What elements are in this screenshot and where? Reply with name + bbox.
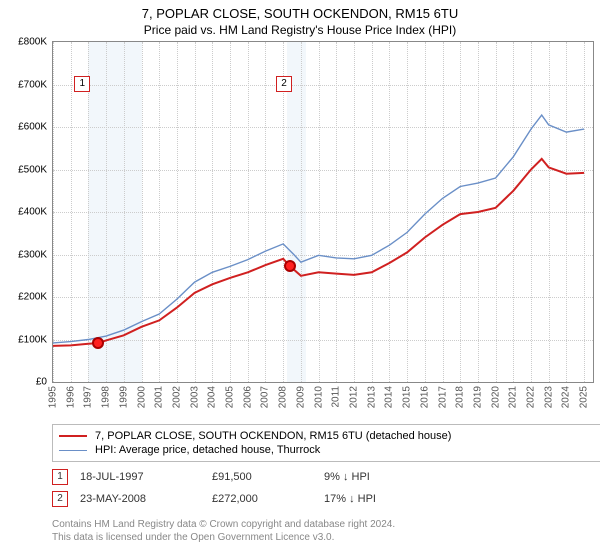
marker-date: 23-MAY-2008 bbox=[80, 493, 200, 505]
x-axis-label: 1997 bbox=[83, 386, 94, 408]
x-axis-label: 2023 bbox=[543, 386, 554, 408]
x-axis-label: 2001 bbox=[154, 386, 165, 408]
x-axis-label: 1995 bbox=[48, 386, 59, 408]
x-axis-label: 2012 bbox=[348, 386, 359, 408]
marker-delta: 17% ↓ HPI bbox=[324, 493, 444, 505]
x-axis-label: 2017 bbox=[437, 386, 448, 408]
y-axis-label: £500K bbox=[18, 164, 47, 175]
marker-dot bbox=[92, 337, 104, 349]
marker-date: 18-JUL-1997 bbox=[80, 471, 200, 483]
legend-swatch bbox=[59, 450, 87, 451]
marker-price: £91,500 bbox=[212, 471, 312, 483]
footer-line-2: This data is licensed under the Open Gov… bbox=[52, 531, 588, 544]
marker-dot bbox=[284, 260, 296, 272]
x-axis-label: 2024 bbox=[561, 386, 572, 408]
x-axis-label: 2002 bbox=[171, 386, 182, 408]
legend-label: 7, POPLAR CLOSE, SOUTH OCKENDON, RM15 6T… bbox=[95, 430, 451, 442]
x-axis-label: 2007 bbox=[260, 386, 271, 408]
x-axis-label: 2006 bbox=[242, 386, 253, 408]
marker-price: £272,000 bbox=[212, 493, 312, 505]
legend-swatch bbox=[59, 435, 87, 437]
marker-table-row: 1 18-JUL-1997 £91,500 9% ↓ HPI bbox=[52, 466, 588, 488]
chart-footer: Contains HM Land Registry data © Crown c… bbox=[52, 518, 588, 544]
x-axis-label: 2005 bbox=[225, 386, 236, 408]
x-axis-label: 1998 bbox=[101, 386, 112, 408]
chart-plot-area: 1995199619971998199920002001200220032004… bbox=[52, 41, 594, 383]
marker-delta: 9% ↓ HPI bbox=[324, 471, 444, 483]
marker-badge: 1 bbox=[74, 76, 90, 92]
chart-legend: 7, POPLAR CLOSE, SOUTH OCKENDON, RM15 6T… bbox=[52, 424, 600, 462]
x-axis-label: 2021 bbox=[508, 386, 519, 408]
x-axis-label: 2019 bbox=[472, 386, 483, 408]
x-axis-label: 2015 bbox=[402, 386, 413, 408]
y-axis-label: £700K bbox=[18, 79, 47, 90]
y-axis-label: £800K bbox=[18, 37, 47, 48]
y-axis-label: £400K bbox=[18, 207, 47, 218]
x-axis-label: 2008 bbox=[278, 386, 289, 408]
x-axis-label: 2022 bbox=[526, 386, 537, 408]
x-axis-label: 2014 bbox=[384, 386, 395, 408]
chart-subtitle: Price paid vs. HM Land Registry's House … bbox=[0, 21, 600, 41]
marker-badge: 2 bbox=[276, 76, 292, 92]
marker-table-row: 2 23-MAY-2008 £272,000 17% ↓ HPI bbox=[52, 488, 588, 510]
x-axis-label: 2009 bbox=[295, 386, 306, 408]
chart-lines bbox=[53, 42, 593, 382]
x-axis-label: 2003 bbox=[189, 386, 200, 408]
x-axis-label: 2025 bbox=[579, 386, 590, 408]
x-axis-label: 2000 bbox=[136, 386, 147, 408]
x-axis-label: 2010 bbox=[313, 386, 324, 408]
series-price_paid bbox=[53, 159, 584, 346]
legend-label: HPI: Average price, detached house, Thur… bbox=[95, 444, 320, 456]
x-axis-label: 2013 bbox=[366, 386, 377, 408]
footer-line-1: Contains HM Land Registry data © Crown c… bbox=[52, 518, 588, 531]
y-axis-label: £300K bbox=[18, 249, 47, 260]
marker-table-badge: 2 bbox=[52, 491, 68, 507]
x-axis-label: 2020 bbox=[490, 386, 501, 408]
x-axis-label: 1999 bbox=[118, 386, 129, 408]
marker-table-badge: 1 bbox=[52, 469, 68, 485]
marker-table: 1 18-JUL-1997 £91,500 9% ↓ HPI 2 23-MAY-2008 £… bbox=[52, 466, 588, 510]
x-axis-label: 2016 bbox=[419, 386, 430, 408]
y-axis-label: £0 bbox=[36, 377, 47, 388]
legend-row: HPI: Average price, detached house, Thur… bbox=[59, 443, 595, 457]
x-axis-label: 2004 bbox=[207, 386, 218, 408]
legend-row: 7, POPLAR CLOSE, SOUTH OCKENDON, RM15 6T… bbox=[59, 429, 595, 443]
x-axis-label: 2011 bbox=[331, 386, 342, 408]
chart-title: 7, POPLAR CLOSE, SOUTH OCKENDON, RM15 6T… bbox=[0, 0, 600, 21]
x-axis-label: 2018 bbox=[455, 386, 466, 408]
y-axis-label: £200K bbox=[18, 292, 47, 303]
y-axis-label: £600K bbox=[18, 122, 47, 133]
x-axis-label: 1996 bbox=[65, 386, 76, 408]
y-axis-label: £100K bbox=[18, 334, 47, 345]
series-hpi bbox=[53, 115, 584, 343]
